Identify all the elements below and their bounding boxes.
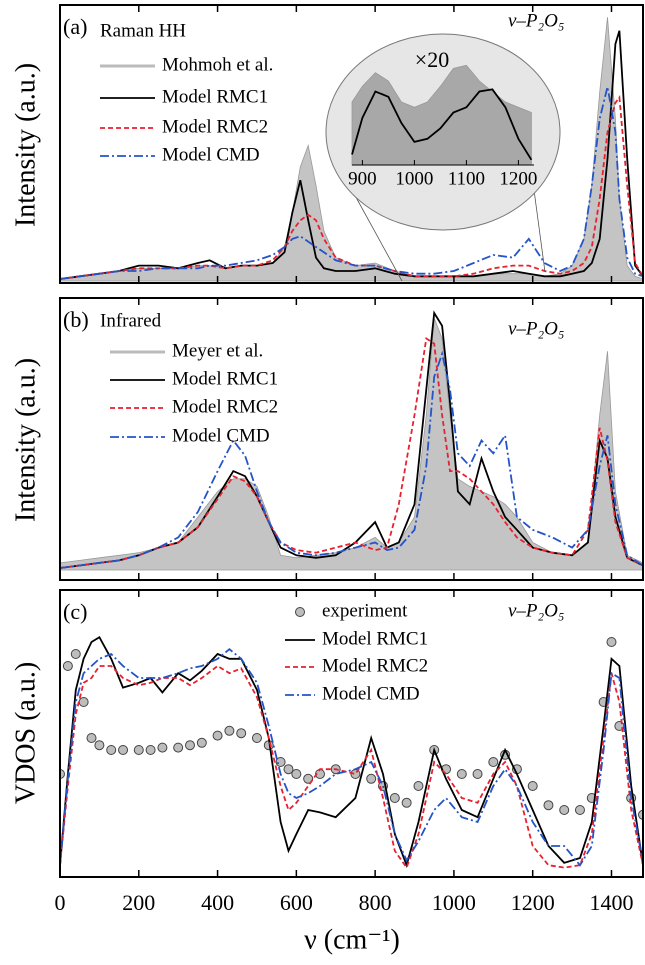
x-tick-label: 0 (55, 890, 66, 915)
data-point (86, 733, 97, 743)
data-point (184, 740, 195, 751)
legend-label: Mohmoh et al. (162, 54, 273, 75)
legend-title: Infrared (100, 310, 162, 331)
data-point (413, 781, 424, 791)
data-point (283, 764, 294, 775)
legend-label: Model RMC2 (162, 116, 268, 137)
inset-tick-label: 1100 (448, 168, 485, 189)
line (60, 336, 643, 569)
data-point (543, 800, 554, 811)
panel-label: (c) (63, 599, 87, 624)
legend-label: experiment (322, 600, 408, 621)
line (60, 664, 643, 870)
plot-area (60, 17, 643, 282)
legend-title: Raman HH (100, 20, 186, 41)
data-point (251, 733, 262, 743)
data-point (574, 805, 585, 815)
inset-tick-label: 1200 (499, 168, 537, 189)
data-point (94, 740, 105, 751)
data-point (118, 745, 129, 755)
legend-marker (295, 607, 305, 617)
legend-label: Model CMD (322, 683, 420, 704)
plot-area (60, 310, 643, 571)
sample-label: ν–P₂O₅ (508, 600, 564, 621)
data-point (78, 697, 89, 707)
sample-label: ν–P₂O₅ (508, 10, 564, 31)
data-point (70, 649, 81, 659)
sample-label: ν–P₂O₅ (508, 318, 564, 339)
data-point (488, 757, 499, 767)
data-point (157, 742, 168, 753)
data-point (196, 737, 207, 748)
x-tick-label: 400 (201, 890, 234, 915)
data-point (606, 637, 617, 647)
data-point (638, 809, 643, 820)
data-point (559, 805, 570, 815)
panel-label: (b) (63, 307, 89, 332)
x-tick-label: 200 (122, 890, 155, 915)
x-axis-label: ν (cm⁻¹) (304, 924, 400, 955)
legend-label: Model RMC1 (172, 368, 278, 389)
data-point (236, 728, 247, 739)
x-tick-label: 600 (280, 890, 313, 915)
inset-tick-label: 1000 (395, 168, 433, 189)
data-point (106, 745, 117, 755)
legend-label: Model RMC1 (322, 628, 428, 649)
line (60, 350, 643, 569)
y-axis-label: Intensity (a.u.) (10, 358, 41, 522)
data-point (366, 773, 377, 784)
line (60, 30, 643, 280)
legend-label: Model RMC2 (322, 655, 428, 676)
data-point (173, 742, 184, 753)
inset-plot (351, 64, 533, 166)
line (60, 86, 643, 280)
data-point (389, 793, 400, 803)
plot-frame (59, 4, 644, 284)
panel-label: (a) (63, 14, 87, 39)
data-point (401, 797, 412, 808)
legend-label: Model CMD (162, 144, 260, 165)
data-point (456, 769, 467, 779)
zoom-line (533, 189, 546, 273)
x-tick-label: 1400 (589, 890, 633, 915)
plot-area (60, 635, 643, 870)
legend-label: Model RMC1 (162, 86, 268, 107)
plot-frame (59, 297, 644, 581)
x-tick-label: 1000 (432, 890, 476, 915)
legend-label: Model CMD (172, 425, 270, 446)
data-point (133, 745, 144, 755)
line (60, 648, 643, 867)
legend-label: Meyer et al. (172, 340, 263, 361)
y-axis-label: Intensity (a.u.) (10, 63, 41, 227)
data-point (212, 730, 223, 741)
inset-label: ×20 (415, 47, 449, 72)
y-axis-label: VDOS (a.u.) (10, 662, 41, 804)
data-point (224, 725, 235, 736)
x-tick-label: 1200 (511, 890, 555, 915)
line (351, 88, 533, 161)
area (60, 317, 643, 571)
data-point (145, 745, 156, 755)
data-point (275, 757, 286, 767)
legend-label: Model RMC2 (172, 396, 278, 417)
zoom-line (351, 189, 403, 282)
data-point (303, 773, 314, 784)
x-tick-label: 800 (359, 890, 392, 915)
data-point (527, 781, 538, 791)
inset-tick-label: 900 (348, 168, 377, 189)
data-point (60, 769, 65, 779)
data-point (291, 769, 302, 779)
plot-frame (59, 589, 644, 878)
line (60, 94, 643, 280)
data-point (472, 769, 483, 779)
data-point (62, 661, 73, 671)
